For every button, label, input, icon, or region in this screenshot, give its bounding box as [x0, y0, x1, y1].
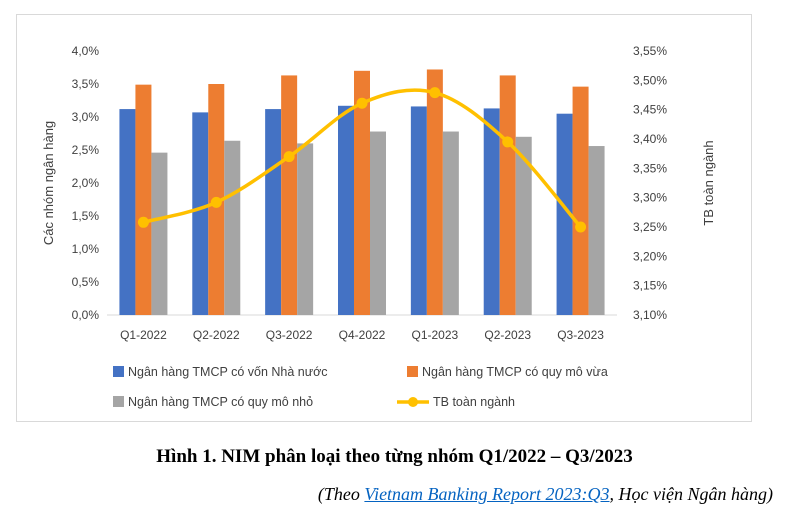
legend-swatch [407, 366, 418, 377]
bar [135, 84, 152, 315]
line-point [283, 151, 295, 163]
y-axis-title: Các nhóm ngân hàng [41, 121, 56, 245]
legend-label: Ngân hàng TMCP có vốn Nhà nước [128, 365, 328, 379]
y2-tick-label: 3,45% [633, 103, 667, 117]
y-tick-label: 2,5% [72, 143, 100, 157]
bar [192, 112, 209, 315]
bar [572, 86, 589, 315]
bar [354, 70, 370, 315]
y2-tick-label: 3,30% [633, 191, 667, 205]
legend-swatch [113, 396, 124, 407]
bar [151, 152, 168, 315]
bar [297, 143, 314, 315]
y-tick-label: 1,0% [72, 242, 100, 256]
line-point [210, 196, 222, 208]
bar [119, 109, 136, 315]
bar [556, 113, 573, 315]
y2-tick-label: 3,50% [633, 73, 667, 87]
line-point [429, 87, 441, 99]
nim-chart: 0,0% 0,5% 1,0% 1,5% 2,0% 2,5% 3,0% 3,5% 4,0% 3,10… [41, 44, 716, 409]
bar [224, 140, 241, 315]
legend-label: Ngân hàng TMCP có quy mô vừa [422, 365, 608, 379]
x-tick-label: Q3-2023 [557, 328, 604, 342]
y2-tick-label: 3,15% [633, 279, 667, 293]
x-tick-label: Q1-2022 [120, 328, 167, 342]
legend-label: TB toàn ngành [433, 395, 515, 409]
y-tick-label: 2,0% [72, 176, 100, 190]
figure-caption: Hình 1. NIM phân loại theo từng nhóm Q1/… [156, 446, 633, 467]
chart-frame: 0,0% 0,5% 1,0% 1,5% 2,0% 2,5% 3,0% 3,5% 4,0% 3,10… [16, 14, 752, 422]
legend-label: Ngân hàng TMCP có quy mô nhỏ [128, 395, 313, 409]
y-tick-label: 1,5% [72, 209, 100, 223]
y-tick-label: 3,5% [72, 77, 100, 91]
x-tick-label: Q2-2023 [484, 328, 531, 342]
y-tick-label: 4,0% [72, 44, 100, 58]
y2-tick-label: 3,55% [633, 44, 667, 58]
line-point [502, 136, 514, 148]
legend-swatch [113, 366, 124, 377]
y2-tick-label: 3,40% [633, 132, 667, 146]
line-point [356, 97, 368, 109]
line-point [137, 216, 149, 228]
bar [515, 136, 532, 315]
source-prefix: (Theo [317, 484, 365, 504]
y2-tick-label: 3,25% [633, 220, 667, 234]
bar [426, 69, 443, 315]
y-tick-label: 0,5% [72, 275, 100, 289]
bar [281, 75, 298, 315]
y-tick-label: 3,0% [72, 110, 100, 124]
line-point [575, 221, 587, 233]
bar [442, 131, 459, 315]
x-tick-label: Q3-2022 [266, 328, 313, 342]
y2-tick-label: 3,35% [633, 161, 667, 175]
bar [338, 105, 354, 315]
bar [483, 108, 500, 315]
source-suffix: , Học viện Ngân hàng) [609, 484, 773, 504]
x-tick-label: Q2-2022 [193, 328, 240, 342]
source-link[interactable]: Vietnam Banking Report 2023:Q3 [364, 484, 610, 504]
x-tick-label: Q4-2022 [339, 328, 386, 342]
bar [265, 109, 282, 315]
y-tick-label: 0,0% [72, 308, 100, 322]
bar [499, 75, 516, 315]
y2-tick-label: 3,10% [633, 308, 667, 322]
legend-swatch-marker [408, 397, 418, 407]
y2-tick-label: 3,20% [633, 249, 667, 263]
figure-source: (Theo Vietnam Banking Report 2023:Q3, Họ… [318, 484, 773, 505]
x-tick-label: Q1-2023 [412, 328, 459, 342]
y2-axis-title: TB toàn ngành [701, 140, 716, 225]
bar [588, 146, 605, 315]
bar [410, 106, 427, 315]
bar [370, 131, 386, 315]
